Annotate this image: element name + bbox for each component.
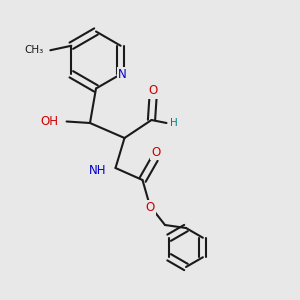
Text: H: H <box>170 118 178 128</box>
Text: NH: NH <box>89 164 106 178</box>
Text: N: N <box>118 68 127 81</box>
Text: OH: OH <box>40 115 58 128</box>
Text: O: O <box>148 84 158 98</box>
Text: O: O <box>152 146 160 159</box>
Text: CH₃: CH₃ <box>25 45 44 55</box>
Text: O: O <box>146 201 154 214</box>
